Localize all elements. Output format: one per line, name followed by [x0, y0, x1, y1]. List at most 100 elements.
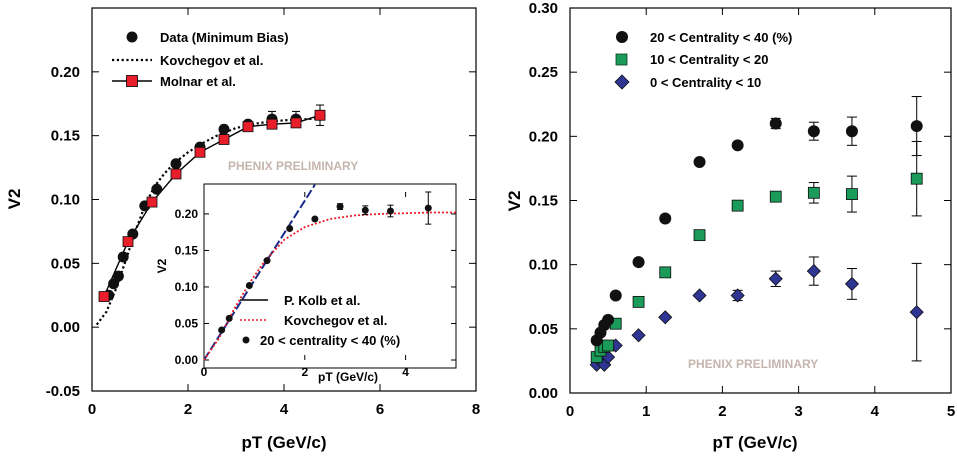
- y-tick-label: 0.15: [51, 128, 80, 145]
- data-point-20-40: [807, 125, 820, 138]
- y-tick-label: 0.15: [529, 193, 558, 210]
- legend-label-kovchegov: Kovchegov et al.: [160, 53, 263, 68]
- x-tick-label: 5: [947, 403, 955, 420]
- data-point-0-10: [844, 276, 860, 291]
- x-tick-label: 4: [280, 401, 289, 418]
- molnar-marker: [218, 134, 230, 145]
- right-ylabel: V2: [505, 191, 524, 212]
- legend-marker-0-10: [614, 74, 630, 90]
- legend-label-0-10: 0 < Centrality < 10: [650, 75, 761, 90]
- molnar-marker: [98, 291, 110, 302]
- inset-panel: 0 2 4 0.00 0.05 0.10 0.15 0.20 pT (GeV/c) V2 P.…: [155, 183, 457, 384]
- data-point-10-20: [632, 295, 645, 308]
- data-point-20-40: [263, 257, 271, 265]
- inset-ylabel: V2: [155, 258, 169, 273]
- molnar-marker: [314, 109, 326, 121]
- y-tick-label: 0.20: [529, 128, 558, 145]
- data-point-10-20: [807, 186, 820, 199]
- data-point-0-10: [909, 305, 924, 320]
- data-point-0-10: [730, 288, 745, 303]
- data-point-20-40: [336, 203, 344, 211]
- molnar-marker: [122, 236, 134, 248]
- y-tick-label: 0.10: [51, 192, 80, 209]
- x-tick-label: 8: [472, 401, 480, 418]
- data-point-0-10: [692, 288, 707, 303]
- data-point-20-40: [386, 207, 394, 215]
- molnar-marker: [194, 146, 206, 158]
- legend-label-data: Data (Minimum Bias): [160, 30, 289, 45]
- x-tick-label: 2: [718, 403, 726, 420]
- y-tick-label: 0.30: [529, 0, 558, 17]
- data-point-20-40: [225, 314, 233, 322]
- data-point-20-40: [218, 326, 226, 334]
- right-ticks: 0 1 2 3 4 5 0.00 0.05 0.10 0.15 0.20 0.25 0.30: [529, 0, 955, 420]
- x-tick-label: 0: [88, 401, 96, 418]
- x-tick-label: 6: [376, 401, 384, 418]
- y-tick-label: 0.20: [175, 207, 199, 221]
- data-point-20-40: [245, 281, 253, 289]
- data-point-20-40: [693, 156, 706, 168]
- x-tick-label: 4: [402, 365, 409, 379]
- data-point-minbias: [117, 251, 129, 263]
- data-point-20-40: [602, 313, 615, 326]
- legend-label-molnar: Molnar et al.: [160, 74, 236, 89]
- left-legend: Data (Minimum Bias) Kovchegov et al. Mol…: [112, 30, 289, 89]
- y-tick-label: 0.15: [175, 243, 199, 257]
- legend-label-20-40: 20 < Centrality < 40 (%): [650, 30, 792, 45]
- y-tick-label: 0.10: [529, 257, 558, 274]
- left-ticks: 0 2 4 6 8 -0.05 0.00 0.05 0.10 0.15 0.20: [46, 8, 480, 418]
- y-tick-label: 0.05: [529, 321, 558, 338]
- inset-ticks: 0 2 4 0.00 0.05 0.10 0.15 0.20: [175, 192, 456, 379]
- legend-marker-molnar: [126, 75, 138, 87]
- x-tick-label: 2: [301, 365, 308, 379]
- data-point-10-20: [846, 188, 858, 200]
- data-point-minbias: [112, 270, 124, 282]
- data-point-20-40: [731, 139, 744, 152]
- molnar-line: [103, 114, 321, 297]
- data-point-20-40: [910, 120, 923, 133]
- y-tick-label: 0.05: [51, 255, 80, 272]
- x-tick-label: 1: [642, 403, 650, 420]
- legend-marker-10-20: [615, 53, 628, 66]
- inset-series: [203, 184, 456, 361]
- inset-xlabel: pT (GeV/c): [318, 370, 378, 384]
- inset-legend-marker-data: [242, 336, 250, 344]
- x-tick-label: 0: [566, 403, 574, 420]
- data-point-0-10: [806, 264, 821, 279]
- data-point-20-40: [769, 117, 782, 130]
- y-tick-label: 0.05: [175, 316, 199, 330]
- data-point-0-10: [631, 328, 646, 343]
- inset-legend-label-kovchegov: Kovchegov et al.: [284, 313, 387, 328]
- data-point-20-40: [286, 225, 294, 233]
- y-tick-label: 0.00: [175, 353, 199, 367]
- data-point-20-40: [609, 289, 622, 302]
- legend-marker-data: [126, 31, 138, 43]
- x-tick-label: 0: [201, 365, 208, 379]
- data-point-10-20: [910, 172, 923, 185]
- molnar-marker: [242, 121, 254, 133]
- x-tick-label: 2: [184, 401, 192, 418]
- inset-frame: [203, 183, 457, 369]
- y-tick-label: 0.00: [51, 319, 80, 336]
- data-point-10-20: [769, 190, 782, 203]
- left-series: [95, 104, 326, 326]
- y-tick-label: 0.25: [529, 64, 558, 81]
- data-point-20-40: [845, 125, 858, 138]
- kolb-line: [203, 184, 316, 361]
- left-xlabel: pT (GeV/c): [241, 433, 326, 452]
- data-point-20-40: [311, 215, 319, 223]
- y-tick-label: 0.00: [529, 385, 558, 402]
- left-annotation: PHENIX PRELIMINARY: [228, 159, 358, 173]
- right-xlabel: pT (GeV/c): [712, 433, 797, 452]
- data-point-10-20: [731, 199, 744, 212]
- right-annotation: PHENIX PRELIMINARY: [688, 357, 818, 371]
- data-point-20-40: [632, 256, 645, 269]
- data-point-minbias: [170, 158, 182, 170]
- legend-label-10-20: 10 < Centrality < 20: [650, 52, 769, 67]
- left-ylabel: V2: [5, 189, 24, 210]
- data-point-10-20: [602, 339, 614, 352]
- right-legend: 20 < Centrality < 40 (%) 10 < Centrality…: [614, 30, 792, 90]
- x-tick-label: 3: [794, 403, 802, 420]
- inset-legend-label-kolb: P. Kolb et al.: [284, 293, 360, 308]
